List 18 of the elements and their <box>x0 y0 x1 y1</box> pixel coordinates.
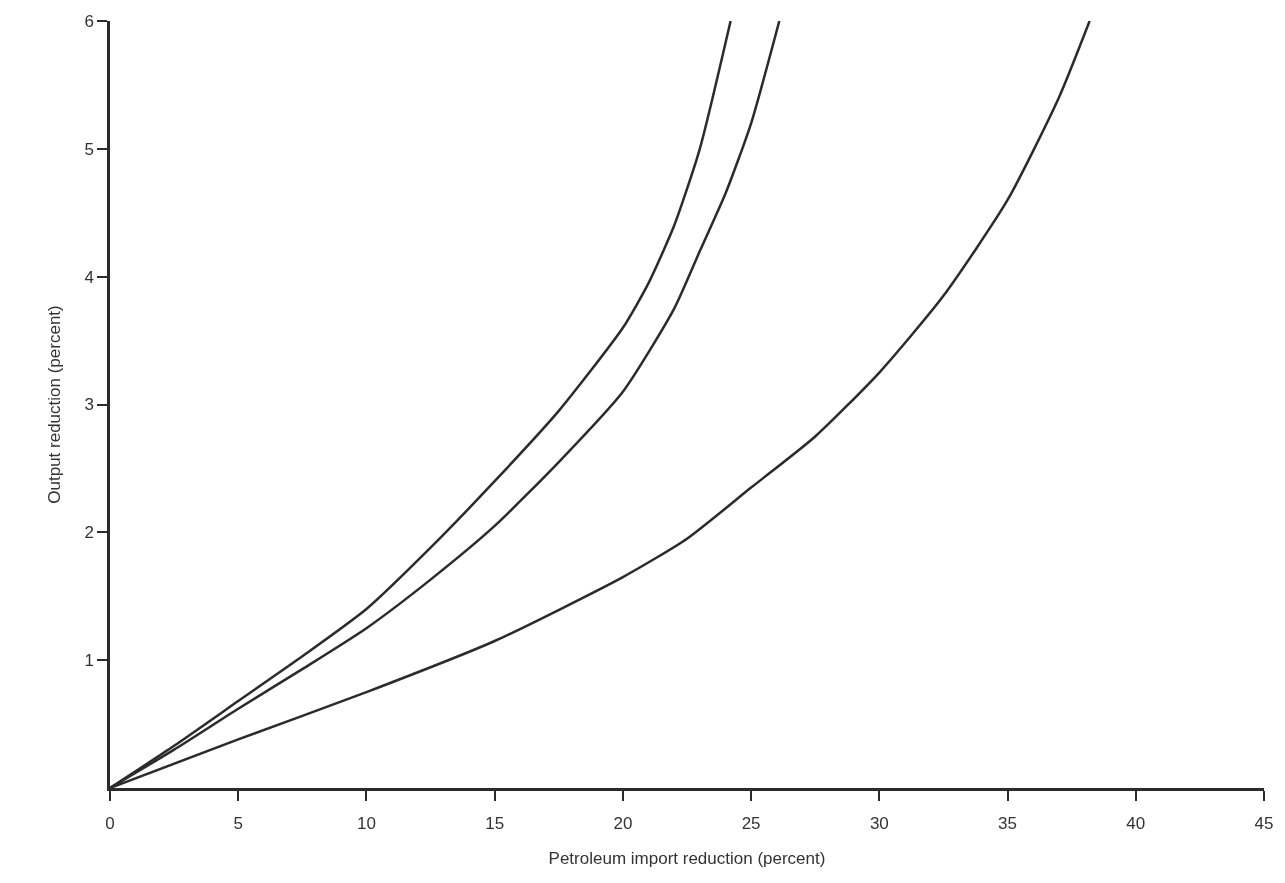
y-tick-label: 4 <box>84 267 94 287</box>
y-axis-title: Output reduction (percent) <box>44 305 64 504</box>
x-tick-label: 45 <box>1254 814 1274 834</box>
x-tick-label: 15 <box>485 814 505 834</box>
x-tick-label: 5 <box>233 814 243 834</box>
y-tick-label: 6 <box>84 11 94 31</box>
x-tick-label: 25 <box>741 814 761 834</box>
x-tick-label: 0 <box>105 814 115 834</box>
x-tick-label: 35 <box>998 814 1018 834</box>
y-tick-label: 3 <box>84 395 94 415</box>
y-tick-label: 2 <box>84 523 94 543</box>
y-tick-label: 1 <box>84 651 94 671</box>
x-axis-title: Petroleum import reduction (percent) <box>548 848 826 868</box>
x-tick-label: 10 <box>356 814 376 834</box>
x-tick-label: 30 <box>869 814 889 834</box>
x-tick-label: 20 <box>613 814 633 834</box>
y-tick-label: 5 <box>84 139 94 159</box>
x-tick-label: 40 <box>1126 814 1146 834</box>
